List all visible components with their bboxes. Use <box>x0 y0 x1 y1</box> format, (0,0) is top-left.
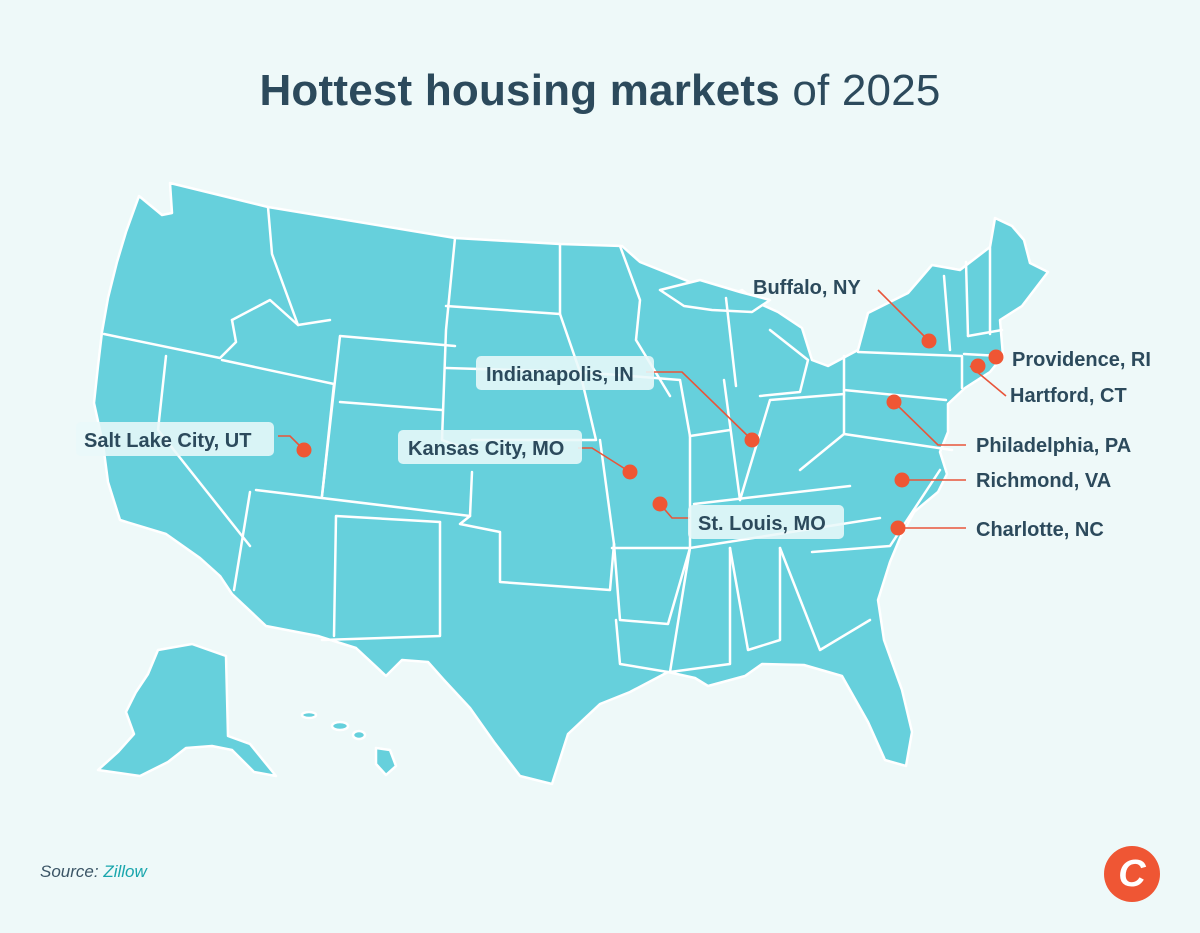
label-salt-lake-city: Salt Lake City, UT <box>84 430 251 452</box>
marker-salt-lake-city[interactable] <box>296 442 312 458</box>
hawaii-3 <box>351 729 367 741</box>
map-title-bold: Hottest housing markets <box>259 66 780 115</box>
hawaii-4 <box>374 746 398 777</box>
label-bg-st-louis <box>688 505 844 539</box>
label-hartford: Hartford, CT <box>1010 385 1127 407</box>
map-title-rest: of 2025 <box>792 66 941 115</box>
label-bg-salt-lake-city <box>76 422 274 456</box>
marker-st-louis[interactable] <box>652 496 668 512</box>
source-note: Source: Zillow <box>40 862 147 882</box>
label-kansas-city: Kansas City, MO <box>408 438 564 460</box>
state-borders <box>102 205 1004 674</box>
marker-buffalo[interactable] <box>921 333 937 349</box>
source-link[interactable]: Zillow <box>103 862 147 881</box>
label-richmond: Richmond, VA <box>976 470 1111 492</box>
label-buffalo: Buffalo, NY <box>753 277 861 299</box>
marker-hartford[interactable] <box>970 358 986 374</box>
label-st-louis: St. Louis, MO <box>698 513 826 535</box>
hawaii-1 <box>300 710 318 720</box>
alaska <box>96 642 278 778</box>
label-charlotte: Charlotte, NC <box>976 519 1104 541</box>
marker-charlotte[interactable] <box>890 520 906 536</box>
markers <box>296 333 1004 536</box>
marker-philadelphia[interactable] <box>886 394 902 410</box>
upper-michigan <box>658 278 772 314</box>
label-bg-kansas-city <box>398 430 582 464</box>
marker-richmond[interactable] <box>894 472 910 488</box>
hawaii-2 <box>330 720 350 732</box>
land <box>92 181 1050 786</box>
source-prefix: Source: <box>40 862 99 881</box>
label-providence: Providence, RI <box>1012 349 1151 371</box>
label-philadelphia: Philadelphia, PA <box>976 435 1131 457</box>
brand-logo-icon: C <box>1104 846 1160 902</box>
marker-kansas-city[interactable] <box>622 464 638 480</box>
label-bg-indianapolis <box>476 356 654 390</box>
map-title: Hottest housing markets of 2025 <box>0 66 1200 116</box>
labels: Buffalo, NY Providence, RI Hartford, CT … <box>76 277 1151 541</box>
marker-indianapolis[interactable] <box>744 432 760 448</box>
contiguous-us <box>92 181 1050 786</box>
label-indianapolis: Indianapolis, IN <box>486 364 634 386</box>
marker-providence[interactable] <box>988 349 1004 365</box>
